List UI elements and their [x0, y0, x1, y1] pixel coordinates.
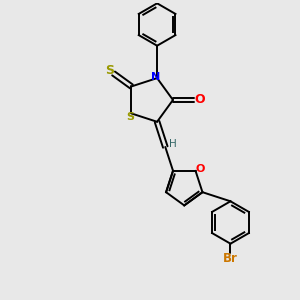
- Text: N: N: [151, 72, 160, 82]
- Text: S: S: [105, 64, 114, 77]
- Text: Br: Br: [223, 252, 238, 265]
- Text: O: O: [194, 93, 205, 106]
- Text: H: H: [169, 140, 177, 149]
- Text: O: O: [195, 164, 205, 174]
- Text: S: S: [126, 112, 134, 122]
